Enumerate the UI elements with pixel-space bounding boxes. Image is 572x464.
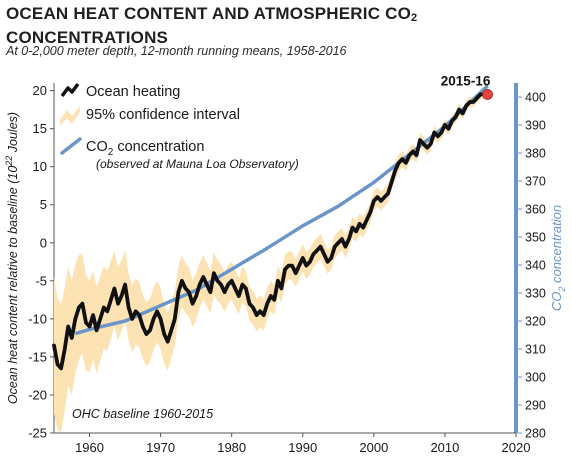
legend-co2-note: (observed at Mauna Loa Observatory) (96, 157, 299, 171)
legend-ocean-label: Ocean heating (86, 84, 180, 100)
x-tick-label: 2010 (430, 440, 459, 455)
left-tick-label: 15 (33, 121, 47, 136)
right-tick-group: 400 390 380 370 360 350 340 330 320 310 300 290 280 (518, 91, 546, 441)
left-tick-group: 20 15 10 5 0 -5 -10 -15 -20 -25 (28, 83, 54, 441)
x-tick-label: 1990 (288, 440, 317, 455)
chart-title: OCEAN HEAT CONTENT AND ATMOSPHERIC CO2 C… (6, 4, 418, 47)
left-tick-label: 5 (40, 197, 47, 212)
ocean-heating-series-line (52, 92, 490, 371)
legend-ocean-swatch (60, 82, 80, 98)
legend-ci-swatch (60, 106, 80, 126)
right-tick-label: 380 (525, 147, 546, 161)
confidence-band (54, 89, 488, 433)
left-tick-label: -15 (28, 349, 47, 364)
right-axis-label: CO2 concentration (549, 205, 567, 311)
legend-co2-swatch (60, 137, 82, 155)
x-tick-label: 1970 (146, 440, 175, 455)
right-tick-label: 310 (525, 343, 546, 357)
right-tick-label: 330 (525, 287, 546, 301)
x-tick-label: 2000 (359, 440, 388, 455)
endpoint-marker (482, 89, 493, 100)
x-tick-label: 2020 (502, 440, 531, 455)
right-tick-label: 290 (525, 399, 546, 413)
left-tick-label: 0 (40, 235, 47, 250)
right-tick-label: 280 (525, 427, 546, 441)
endpoint-label: 2015-16 (441, 73, 491, 88)
x-tick-label: 1960 (75, 440, 104, 455)
left-tick-label: 10 (33, 159, 47, 174)
chart-subtitle: At 0-2,000 meter depth, 12-month running… (6, 44, 347, 58)
right-tick-label: 320 (525, 315, 546, 329)
left-tick-label: -25 (28, 426, 47, 441)
right-tick-label: 350 (525, 231, 546, 245)
legend-co2-label: CO2 concentration (86, 139, 204, 158)
right-tick-label: 300 (525, 371, 546, 385)
right-tick-label: 400 (525, 91, 546, 105)
legend: Ocean heating 95% confidence interval CO… (60, 82, 299, 171)
legend-ci-label: 95% confidence interval (86, 107, 240, 123)
left-axis-label: Ocean heat content relative to baseline … (4, 112, 20, 404)
x-tick-group: 1960 1970 1980 1990 2000 2010 2020 (75, 433, 530, 455)
right-tick-label: 340 (525, 259, 546, 273)
right-tick-label: 370 (525, 175, 546, 189)
left-tick-label: -20 (28, 387, 47, 402)
right-tick-label: 390 (525, 119, 546, 133)
right-tick-label: 360 (525, 203, 546, 217)
baseline-note: OHC baseline 1960-2015 (72, 407, 213, 421)
left-tick-label: -5 (35, 273, 47, 288)
x-tick-label: 1980 (217, 440, 246, 455)
left-tick-label: 20 (33, 83, 47, 98)
left-tick-label: -10 (28, 311, 47, 326)
